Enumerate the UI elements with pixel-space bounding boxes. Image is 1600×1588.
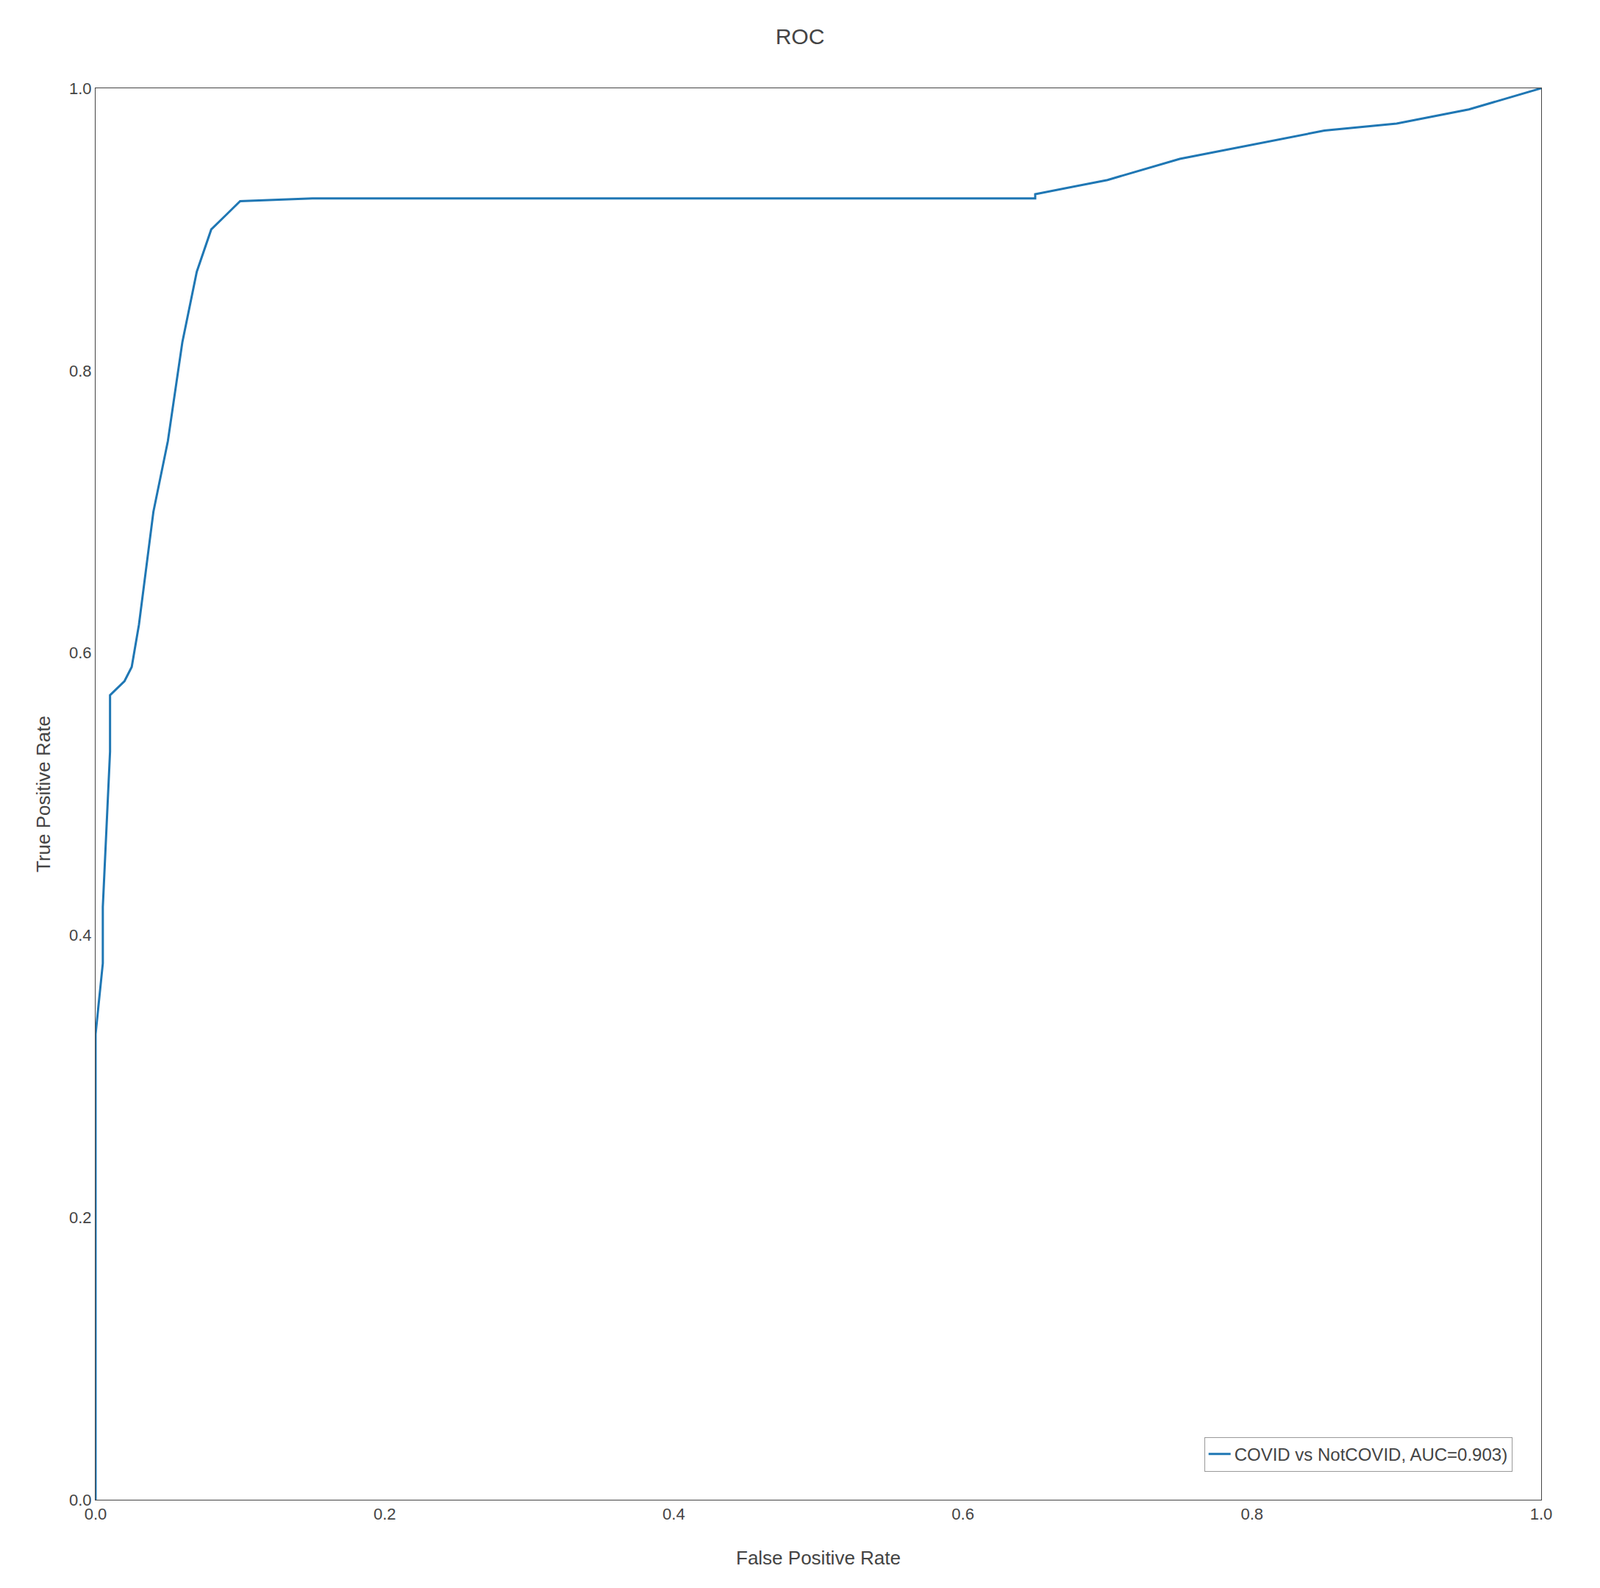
svg-text:False Positive Rate: False Positive Rate xyxy=(736,1546,901,1569)
svg-text:0.2: 0.2 xyxy=(373,1504,397,1523)
svg-text:1.0: 1.0 xyxy=(1530,1504,1553,1523)
svg-text:0.6: 0.6 xyxy=(69,643,92,662)
svg-text:0.4: 0.4 xyxy=(662,1504,686,1523)
svg-text:0.8: 0.8 xyxy=(1241,1504,1264,1523)
svg-text:True Positive Rate: True Positive Rate xyxy=(32,715,55,873)
svg-text:COVID vs NotCOVID, AUC=0.903): COVID vs NotCOVID, AUC=0.903) xyxy=(1234,1444,1508,1464)
svg-text:0.2: 0.2 xyxy=(69,1208,92,1227)
svg-text:0.6: 0.6 xyxy=(951,1504,975,1523)
svg-text:0.0: 0.0 xyxy=(84,1504,108,1523)
svg-text:ROC: ROC xyxy=(775,24,825,49)
svg-text:1.0: 1.0 xyxy=(69,79,92,98)
svg-text:0.0: 0.0 xyxy=(69,1490,92,1509)
svg-text:0.4: 0.4 xyxy=(69,925,92,945)
svg-text:0.8: 0.8 xyxy=(69,361,92,381)
